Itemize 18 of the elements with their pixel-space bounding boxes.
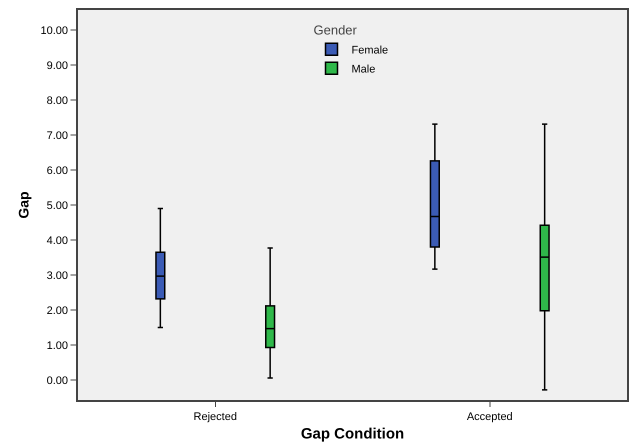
x-tick-label: Accepted: [466, 410, 513, 423]
y-tick-label: 2.00: [46, 304, 68, 317]
y-axis-title: Gap: [16, 191, 32, 219]
y-tick-label: 7.00: [46, 130, 68, 142]
y-tick-label: 8.00: [46, 94, 68, 107]
legend-label: Female: [352, 44, 388, 56]
y-tick-label: 9.00: [46, 60, 68, 72]
y-tick-label: 5.00: [46, 200, 68, 212]
y-tick-label: 0.00: [46, 374, 68, 387]
y-tick-label: 10.00: [40, 24, 68, 37]
x-tick-label: Rejected: [194, 410, 237, 423]
y-tick-label: 1.00: [46, 340, 68, 352]
legend-title: Gender: [314, 22, 358, 38]
legend-label: Male: [352, 63, 376, 76]
y-tick-label: 3.00: [46, 270, 68, 282]
x-axis-title: Gap Condition: [300, 425, 404, 442]
y-tick-label: 6.00: [46, 164, 68, 177]
y-tick-label: 4.00: [46, 234, 68, 247]
